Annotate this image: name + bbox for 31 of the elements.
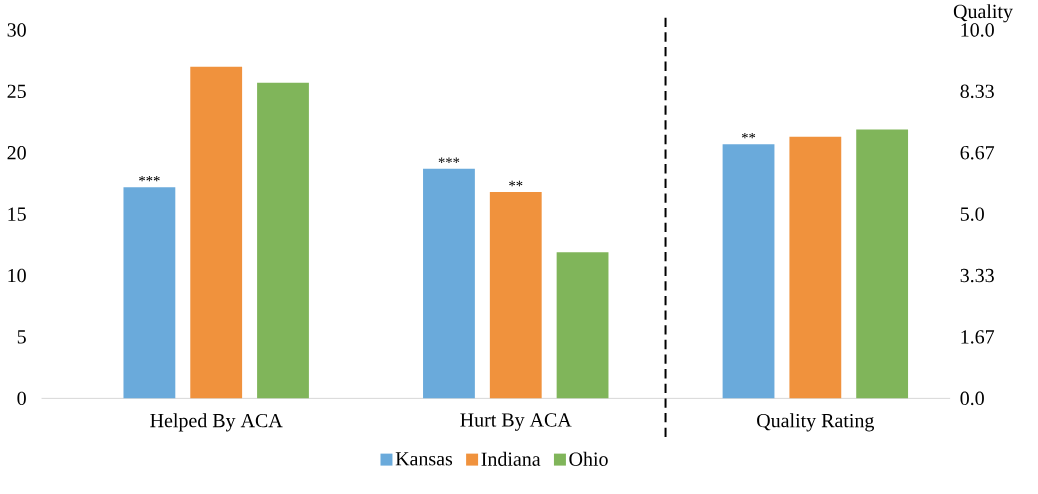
y-tick-label: 30 bbox=[7, 23, 26, 37]
data-label: ** bbox=[741, 132, 756, 139]
y2-tick-label: 3.33 bbox=[960, 268, 994, 283]
y-tick-label: 0 bbox=[17, 391, 26, 405]
bar bbox=[489, 191, 542, 399]
y2-tick-label: 0.0 bbox=[960, 391, 984, 406]
y2-tick-label: 1.67 bbox=[961, 330, 995, 344]
bar bbox=[423, 168, 475, 399]
x-tick-label: Hurt By ACA bbox=[460, 413, 572, 431]
y2-tick-label: 8.33 bbox=[960, 84, 994, 99]
legend-label: Indiana bbox=[481, 451, 541, 466]
legend-label: Kansas bbox=[395, 452, 453, 466]
y-tick-label: 20 bbox=[7, 145, 26, 160]
y-tick-label: 15 bbox=[8, 207, 26, 221]
x-tick-label: Quality Rating bbox=[757, 413, 875, 432]
y2-axis-title: Quality bbox=[953, 4, 1013, 23]
y-tick-label: 5 bbox=[17, 330, 26, 344]
bar bbox=[257, 82, 309, 399]
y-tick-label: 10 bbox=[8, 268, 26, 283]
x-tick-label: Helped By ACA bbox=[150, 413, 283, 432]
legend-label: Ohio bbox=[569, 451, 608, 466]
data-label: *** bbox=[438, 157, 460, 163]
y2-tick-label: 6.67 bbox=[960, 145, 995, 160]
data-label: ** bbox=[509, 180, 523, 187]
bar bbox=[123, 187, 176, 399]
data-label: *** bbox=[139, 175, 160, 182]
y-tick-label: 25 bbox=[7, 84, 26, 98]
y2-tick-label: 10.0 bbox=[961, 23, 994, 37]
y2-tick-label: 5.0 bbox=[960, 207, 984, 221]
bar bbox=[190, 66, 243, 399]
bar bbox=[556, 252, 609, 399]
